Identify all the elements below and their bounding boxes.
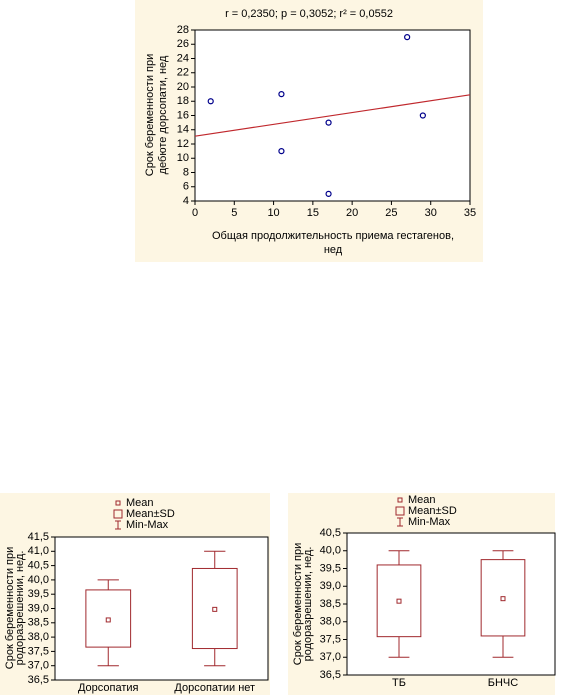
data-point — [278, 148, 285, 155]
regression-line — [194, 94, 471, 137]
y-tick-label: 8 — [183, 166, 189, 178]
y-tick-label: 37,5 — [320, 633, 341, 645]
sd-box — [191, 567, 238, 650]
x-tick-label: БНЧС — [488, 677, 518, 689]
x-tick-label: Дорсопатия — [78, 682, 139, 694]
y-tick-label: 4 — [183, 195, 189, 207]
x-tick-label: Дорсопатии нет — [174, 682, 255, 694]
legend-symbol — [115, 500, 121, 506]
legend-label: Mean — [126, 497, 154, 509]
legend-label: Mean±SD — [408, 505, 457, 517]
data-point — [419, 112, 426, 119]
y-tick-label: 18 — [177, 95, 189, 107]
legend-label: Mean±SD — [126, 508, 175, 520]
legend-symbol — [115, 520, 121, 530]
plot-area — [346, 532, 556, 676]
y-tick-label: 16 — [177, 109, 189, 121]
y-tick-label: 40,0 — [28, 574, 49, 586]
y-axis-label: Срок беременности при — [144, 54, 156, 176]
y-axis-label: дебюте дорсопати, нед — [157, 55, 169, 174]
y-tick-label: 28 — [177, 24, 189, 36]
x-tick-label: 35 — [464, 207, 476, 219]
legend-symbol — [397, 497, 403, 503]
chart-title: r = 0,2350; p = 0,3052; r² = 0,0552 — [225, 8, 393, 20]
y-tick-label: 40,5 — [28, 560, 49, 572]
y-tick-label: 20 — [177, 81, 189, 93]
legend-label: Mean — [408, 494, 436, 506]
y-tick-label: 26 — [177, 38, 189, 50]
plot-area — [54, 536, 269, 681]
x-tick-label: 5 — [231, 207, 237, 219]
legend-label: Min-Max — [408, 516, 451, 528]
y-tick-label: 38,5 — [28, 617, 49, 629]
x-tick-label: 15 — [307, 207, 319, 219]
y-tick-label: 40,0 — [320, 545, 341, 557]
y-tick-label: 12 — [177, 138, 189, 150]
data-point — [325, 119, 332, 126]
mean-marker — [212, 606, 218, 612]
mean-marker — [105, 617, 111, 623]
y-tick-label: 38,0 — [28, 631, 49, 643]
y-tick-label: 41,5 — [28, 531, 49, 543]
sd-box — [480, 559, 526, 637]
y-tick-label: 37,5 — [28, 645, 49, 657]
y-tick-label: 39,5 — [320, 562, 341, 574]
x-tick-label: ТБ — [392, 677, 406, 689]
sd-box — [376, 564, 422, 638]
x-tick-label: 25 — [385, 207, 397, 219]
y-tick-label: 6 — [183, 181, 189, 193]
data-point — [325, 190, 332, 197]
y-axis-label: Срок беременности при — [292, 543, 304, 665]
legend-symbol — [395, 506, 405, 516]
y-tick-label: 41,0 — [28, 545, 49, 557]
y-tick-label: 14 — [177, 124, 189, 136]
x-axis-label: Общая продолжительность приема гестагено… — [212, 230, 454, 242]
y-axis-label: родоразрешении, нед. — [14, 551, 26, 666]
y-tick-label: 24 — [177, 52, 189, 64]
x-tick-label: 0 — [192, 207, 198, 219]
sd-box — [85, 589, 132, 648]
y-tick-label: 38,0 — [320, 616, 341, 628]
legend-symbol — [397, 517, 403, 527]
x-tick-label: 30 — [425, 207, 437, 219]
y-axis-label: Срок беременности при — [4, 547, 16, 669]
y-tick-label: 39,5 — [28, 588, 49, 600]
y-tick-label: 40,5 — [320, 527, 341, 539]
x-axis-label: нед — [324, 244, 343, 256]
data-point — [404, 34, 411, 41]
y-tick-label: 36,5 — [320, 669, 341, 681]
x-tick-label: 10 — [267, 207, 279, 219]
x-tick-label: 20 — [346, 207, 358, 219]
mean-marker — [500, 596, 506, 602]
y-axis-label: родоразрешении, нед. — [302, 547, 314, 662]
data-point — [278, 91, 285, 98]
y-tick-label: 36,5 — [28, 674, 49, 686]
y-tick-label: 37,0 — [28, 660, 49, 672]
y-tick-label: 22 — [177, 67, 189, 79]
y-tick-label: 39,0 — [28, 602, 49, 614]
legend-symbol — [113, 509, 123, 519]
mean-marker — [396, 598, 402, 604]
data-point — [207, 98, 214, 105]
legend-label: Min-Max — [126, 519, 169, 531]
y-tick-label: 38,5 — [320, 598, 341, 610]
y-tick-label: 37,0 — [320, 651, 341, 663]
y-tick-label: 39,0 — [320, 580, 341, 592]
y-tick-label: 10 — [177, 152, 189, 164]
